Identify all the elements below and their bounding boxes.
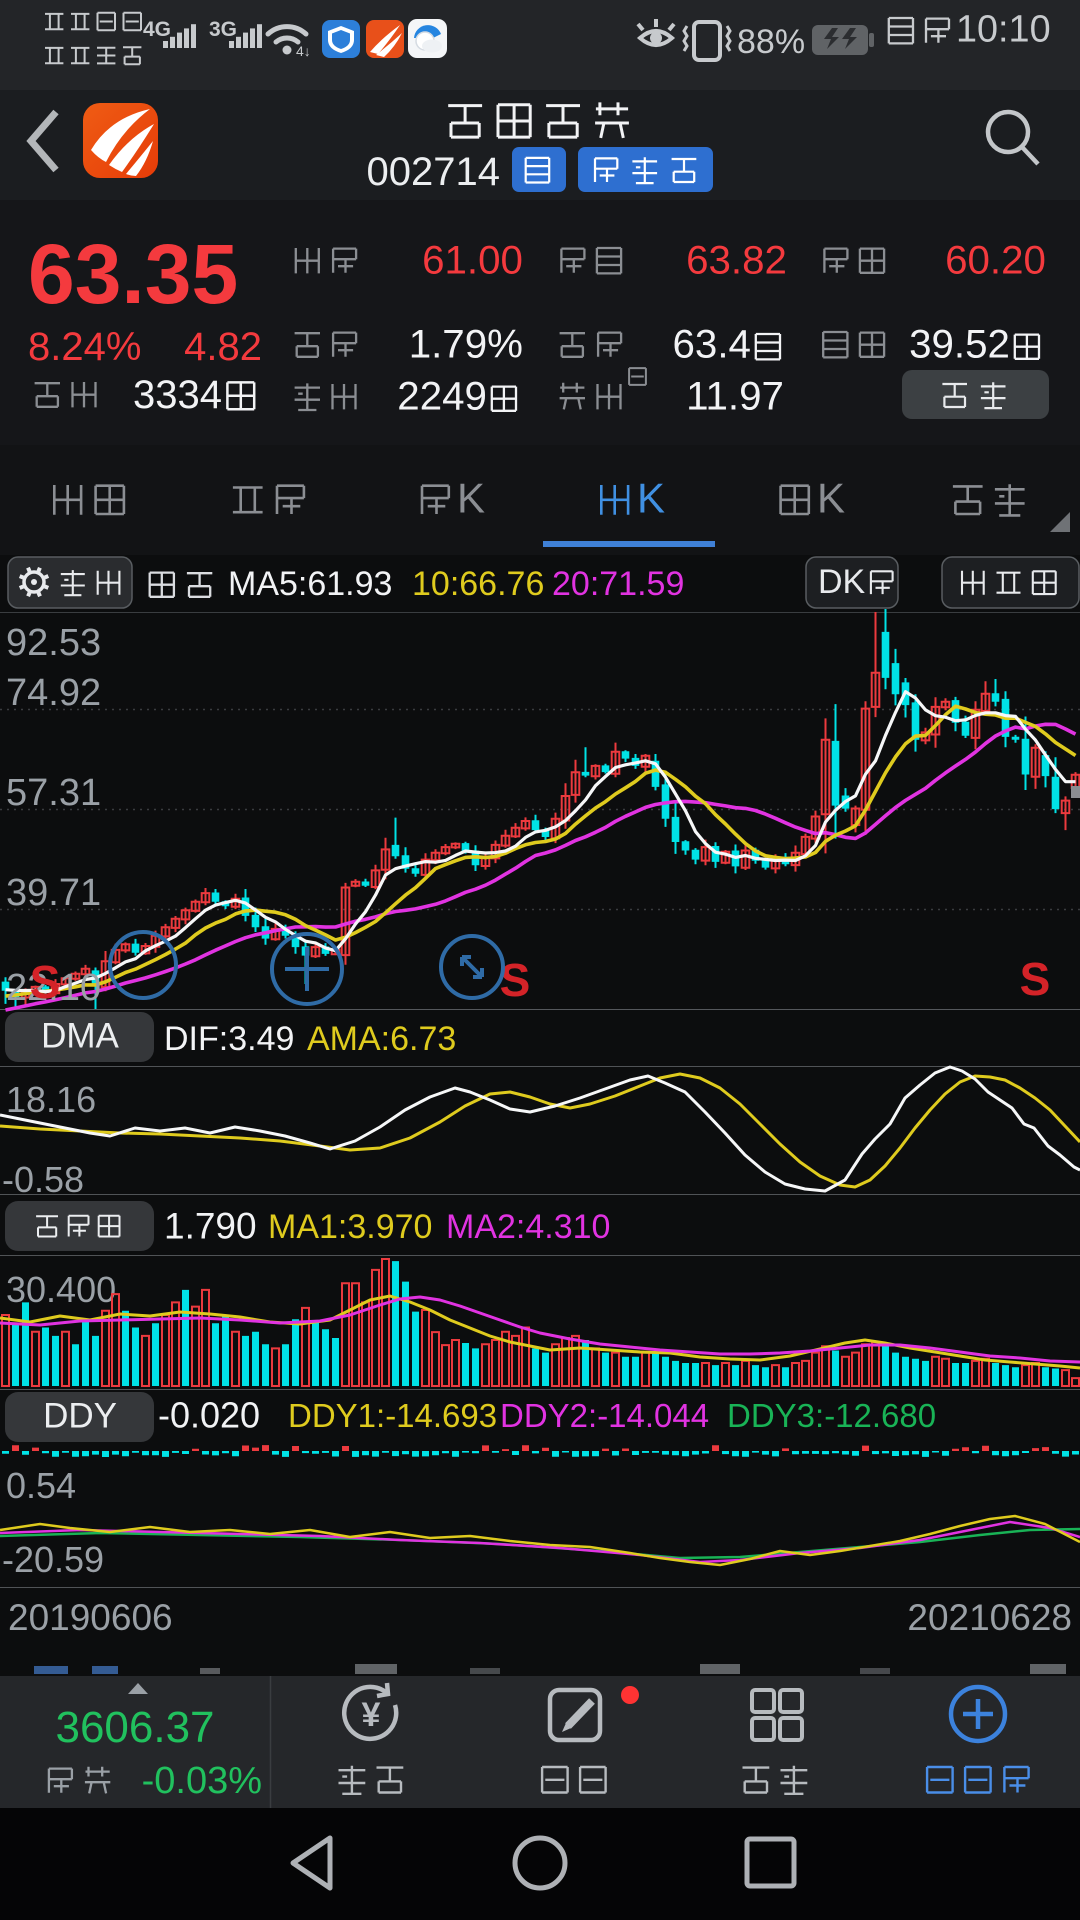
svg-text:8.24%: 8.24% <box>28 325 141 369</box>
svg-text:MA1:3.970: MA1:3.970 <box>268 1208 432 1246</box>
svg-text:S: S <box>500 954 531 1006</box>
svg-text:88%: 88% <box>737 23 805 61</box>
svg-text:002714: 002714 <box>367 150 500 194</box>
svg-text:11.97: 11.97 <box>686 374 784 419</box>
svg-text:63.82: 63.82 <box>686 238 787 283</box>
svg-text:20210628: 20210628 <box>907 1597 1072 1638</box>
svg-text:0.54: 0.54 <box>6 1465 76 1506</box>
svg-text:74.92: 74.92 <box>6 672 101 714</box>
svg-text:63.35: 63.35 <box>28 227 238 321</box>
svg-text:DDY1:-14.693: DDY1:-14.693 <box>288 1397 497 1434</box>
svg-text:39.52: 39.52 <box>909 322 1010 367</box>
svg-text:22.10: 22.10 <box>6 967 101 1009</box>
svg-text:63.4: 63.4 <box>673 322 751 367</box>
svg-text:S: S <box>30 956 61 1008</box>
svg-text:DDY: DDY <box>43 1397 117 1436</box>
svg-text:10:10: 10:10 <box>956 9 1051 51</box>
svg-text:4↓: 4↓ <box>296 43 311 59</box>
svg-text:57.31: 57.31 <box>6 772 101 814</box>
svg-text:1.790: 1.790 <box>164 1205 257 1246</box>
svg-text:2249: 2249 <box>397 374 487 419</box>
svg-text:-0.020: -0.020 <box>158 1395 260 1436</box>
svg-text:DK: DK <box>818 563 866 601</box>
svg-text:20190606: 20190606 <box>8 1597 173 1638</box>
svg-text:S: S <box>1020 953 1051 1005</box>
svg-text:MA5:61.93: MA5:61.93 <box>228 565 392 603</box>
svg-text:K: K <box>637 474 665 521</box>
svg-text:39.71: 39.71 <box>6 872 101 914</box>
svg-text:3334: 3334 <box>133 373 222 417</box>
svg-text:DMA: DMA <box>41 1017 119 1056</box>
svg-text:4.82: 4.82 <box>184 325 262 369</box>
svg-text:AMA:6.73: AMA:6.73 <box>307 1020 456 1058</box>
svg-text:MA2:4.310: MA2:4.310 <box>446 1208 610 1246</box>
svg-text:¥: ¥ <box>362 1696 381 1734</box>
svg-text:K: K <box>817 474 845 521</box>
svg-text:61.00: 61.00 <box>422 238 523 283</box>
svg-text:3G: 3G <box>209 18 237 41</box>
svg-text:18.16: 18.16 <box>6 1079 96 1120</box>
svg-text:-20.59: -20.59 <box>2 1539 104 1580</box>
svg-text:DIF:3.49: DIF:3.49 <box>164 1020 294 1058</box>
svg-text:92.53: 92.53 <box>6 622 101 664</box>
svg-text:-0.58: -0.58 <box>2 1159 84 1200</box>
svg-text:-0.03%: -0.03% <box>142 1760 262 1802</box>
svg-text:1.79%: 1.79% <box>409 322 523 367</box>
svg-text:3606.37: 3606.37 <box>55 1703 214 1752</box>
svg-text:20:71.59: 20:71.59 <box>552 565 684 603</box>
svg-text:K: K <box>457 474 485 521</box>
svg-text:10:66.76: 10:66.76 <box>412 565 544 603</box>
svg-text:60.20: 60.20 <box>945 238 1046 283</box>
svg-text:DDY2:-14.044: DDY2:-14.044 <box>500 1397 709 1434</box>
svg-text:DDY3:-12.680: DDY3:-12.680 <box>727 1397 936 1434</box>
svg-text:4G: 4G <box>143 18 171 41</box>
